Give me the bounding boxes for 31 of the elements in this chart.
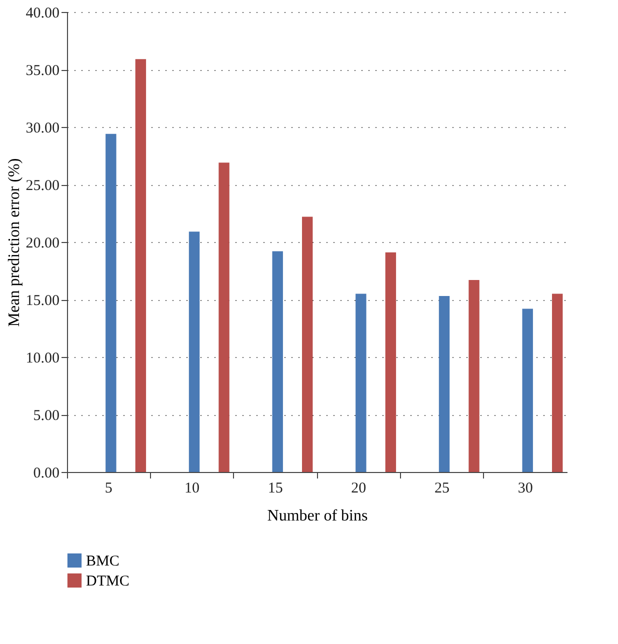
bar [356,294,366,472]
bar [218,162,230,472]
bar [302,216,313,472]
bar [438,296,450,472]
bar [135,59,146,472]
bar [522,308,533,472]
y-axis-title: Mean prediction error (%) [6,158,23,327]
x-tick-label: 20 [351,480,366,496]
x-tick-label: 10 [184,480,200,496]
y-tick-label: 30.00 [26,120,60,136]
x-tick-label: 30 [518,480,533,496]
y-tick-label: 5.00 [33,408,60,424]
legend-label: BMC [86,554,120,570]
y-tick-label: 10.00 [26,350,60,366]
bar [385,252,396,472]
y-tick-label: 20.00 [26,236,60,252]
x-axis-title: Number of bins [267,508,368,524]
bar [106,134,116,472]
y-tick-label: 15.00 [26,293,60,309]
bar [552,294,563,472]
x-tick-label: 5 [104,480,112,496]
y-tick-label: 25.00 [26,178,60,194]
legend-label: DTMC [86,574,130,590]
x-tick-label: 25 [434,480,450,496]
y-tick-label: 35.00 [26,63,60,79]
bar [188,232,200,472]
y-tick-label: 40.00 [26,6,60,22]
x-tick-label: 15 [268,480,283,496]
y-tick-label: 0.00 [33,466,60,482]
bar [272,251,283,472]
bar [468,280,480,472]
